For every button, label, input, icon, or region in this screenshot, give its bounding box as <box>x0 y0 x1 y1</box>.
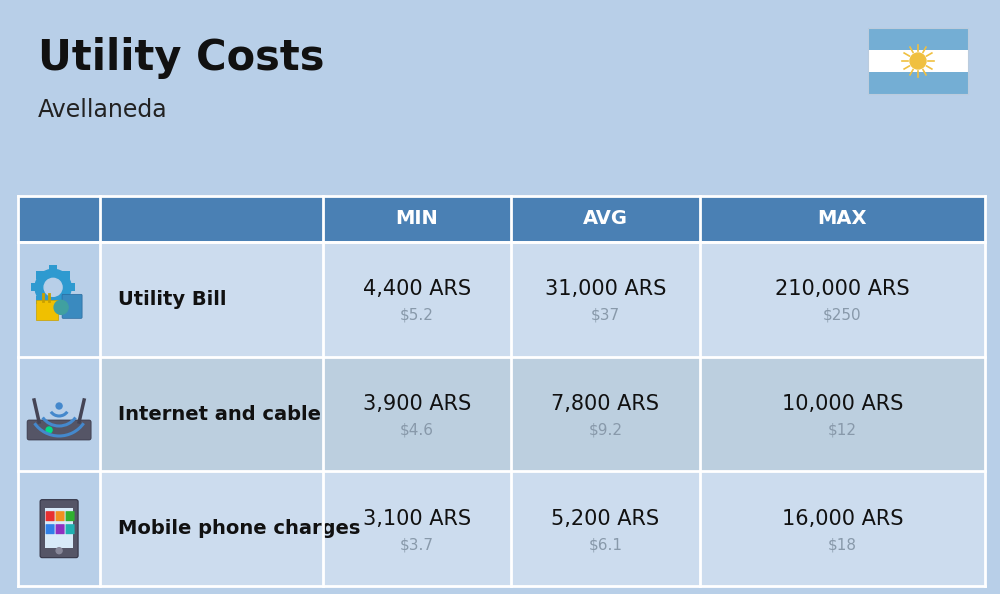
Bar <box>100 242 323 356</box>
Bar <box>49 301 57 309</box>
Text: 4,400 ARS: 4,400 ARS <box>363 279 471 299</box>
FancyBboxPatch shape <box>46 511 55 521</box>
Bar <box>18 196 100 242</box>
Bar <box>700 471 985 586</box>
Text: MAX: MAX <box>818 210 867 229</box>
Bar <box>36 271 44 279</box>
Text: 5,200 ARS: 5,200 ARS <box>551 508 660 529</box>
Bar <box>323 242 511 356</box>
Text: $5.2: $5.2 <box>400 308 434 323</box>
Text: 3,900 ARS: 3,900 ARS <box>363 394 471 414</box>
Bar <box>868 28 968 50</box>
Circle shape <box>56 403 62 409</box>
Text: $250: $250 <box>823 308 862 323</box>
Bar <box>700 356 985 471</box>
Bar <box>700 242 985 356</box>
Text: $6.1: $6.1 <box>588 537 622 552</box>
Bar <box>62 271 70 279</box>
Bar <box>100 196 323 242</box>
Bar <box>67 283 75 291</box>
Bar <box>45 508 73 548</box>
FancyBboxPatch shape <box>66 511 75 521</box>
Text: 16,000 ARS: 16,000 ARS <box>782 508 903 529</box>
Text: Utility Bill: Utility Bill <box>118 290 227 309</box>
Bar <box>100 356 323 471</box>
Text: MIN: MIN <box>396 210 438 229</box>
Bar <box>511 242 700 356</box>
FancyBboxPatch shape <box>46 524 55 534</box>
Bar <box>18 356 100 471</box>
Circle shape <box>910 53 926 69</box>
Circle shape <box>46 427 52 433</box>
Text: Avellaneda: Avellaneda <box>38 98 168 122</box>
Text: $9.2: $9.2 <box>588 422 622 438</box>
Text: 3,100 ARS: 3,100 ARS <box>363 508 471 529</box>
FancyBboxPatch shape <box>27 420 91 440</box>
Text: 7,800 ARS: 7,800 ARS <box>551 394 659 414</box>
FancyBboxPatch shape <box>62 295 82 318</box>
Bar <box>36 296 44 304</box>
FancyBboxPatch shape <box>40 500 78 558</box>
Text: $4.6: $4.6 <box>400 422 434 438</box>
Bar <box>62 296 70 304</box>
Text: 10,000 ARS: 10,000 ARS <box>782 394 903 414</box>
FancyBboxPatch shape <box>56 511 65 521</box>
Text: Mobile phone charges: Mobile phone charges <box>118 519 361 538</box>
Text: 31,000 ARS: 31,000 ARS <box>545 279 666 299</box>
Bar <box>700 196 985 242</box>
Text: 210,000 ARS: 210,000 ARS <box>775 279 910 299</box>
Bar <box>511 196 700 242</box>
Text: $12: $12 <box>828 422 857 438</box>
FancyBboxPatch shape <box>36 301 58 320</box>
Bar <box>31 283 39 291</box>
Bar <box>868 28 968 94</box>
FancyBboxPatch shape <box>66 524 75 534</box>
Text: $18: $18 <box>828 537 857 552</box>
Bar <box>100 471 323 586</box>
Circle shape <box>35 269 71 305</box>
Text: Internet and cable: Internet and cable <box>118 405 321 424</box>
Bar <box>868 50 968 72</box>
Bar <box>49 266 57 273</box>
FancyBboxPatch shape <box>56 524 65 534</box>
Text: AVG: AVG <box>583 210 628 229</box>
Bar <box>18 242 100 356</box>
Text: $3.7: $3.7 <box>400 537 434 552</box>
Bar <box>868 72 968 94</box>
Bar <box>323 471 511 586</box>
Bar <box>323 356 511 471</box>
Text: Utility Costs: Utility Costs <box>38 37 324 79</box>
Bar <box>18 471 100 586</box>
Circle shape <box>54 301 68 314</box>
Bar <box>323 196 511 242</box>
Circle shape <box>56 548 62 554</box>
Bar <box>511 471 700 586</box>
Text: $37: $37 <box>591 308 620 323</box>
Circle shape <box>44 279 62 296</box>
Bar <box>511 356 700 471</box>
